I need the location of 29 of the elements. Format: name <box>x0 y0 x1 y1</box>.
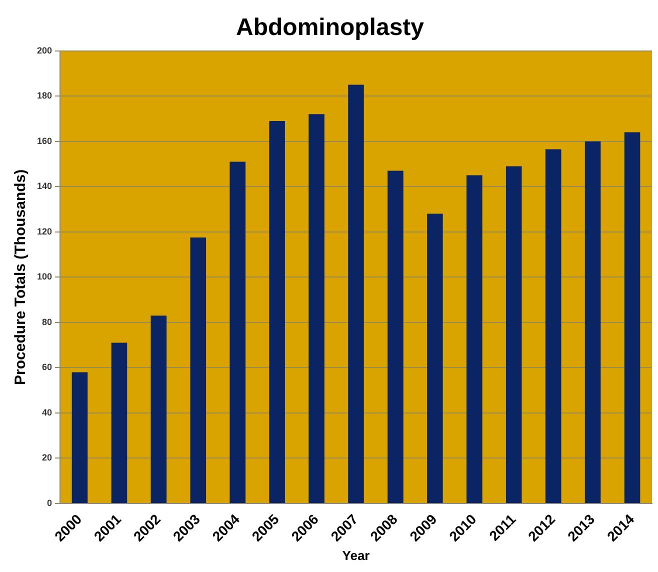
bar <box>624 132 640 503</box>
y-tick-label: 40 <box>42 407 52 418</box>
bar <box>308 114 324 503</box>
bar <box>388 170 404 503</box>
y-tick-label: 60 <box>42 362 52 372</box>
y-tick-label: 160 <box>36 136 52 146</box>
bar <box>269 120 285 503</box>
bar <box>348 84 364 503</box>
bar <box>190 238 206 503</box>
y-tick-label: 100 <box>36 272 52 282</box>
bar <box>111 342 128 503</box>
bar <box>506 166 522 503</box>
x-axis-title: Year <box>342 548 370 563</box>
bar <box>72 372 88 503</box>
y-axis-title: Procedure Totals (Thousands) <box>12 169 30 385</box>
chart-title: Abdominoplasty <box>236 14 425 42</box>
bar <box>466 175 482 503</box>
y-tick-label: 180 <box>36 90 52 101</box>
bar <box>584 141 601 503</box>
y-tick-label: 0 <box>47 498 52 508</box>
y-tick-label: 200 <box>36 45 52 56</box>
y-tick-label: 140 <box>36 181 52 192</box>
y-tick-label: 20 <box>42 452 52 463</box>
bar <box>427 214 443 503</box>
y-tick-label: 120 <box>36 226 52 236</box>
bar <box>545 149 562 503</box>
bar <box>150 316 167 503</box>
bar <box>230 162 246 503</box>
y-tick-label: 80 <box>42 316 52 327</box>
